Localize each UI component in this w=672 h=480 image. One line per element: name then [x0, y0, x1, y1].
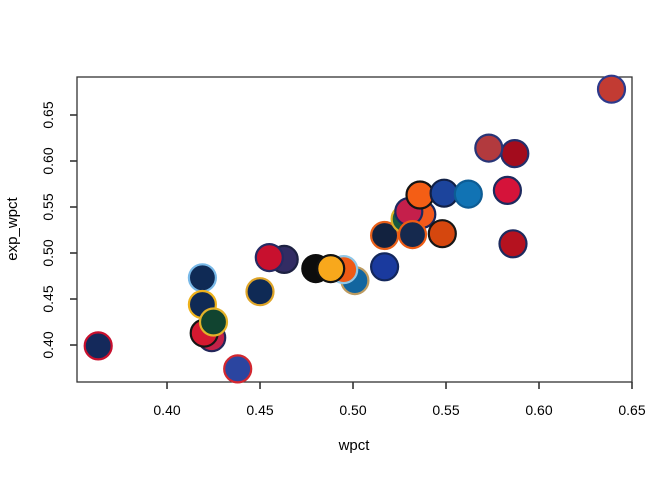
x-axis-tick-label: 0.55: [432, 402, 459, 418]
y-axis-tick-label: 0.55: [40, 193, 56, 220]
data-point: [474, 133, 504, 163]
data-point: [223, 354, 253, 384]
x-axis-tick-label: 0.65: [618, 402, 645, 418]
x-axis-tick-label: 0.40: [153, 402, 180, 418]
data-point: [500, 139, 530, 169]
data-point: [245, 277, 275, 307]
data-point: [83, 331, 113, 361]
data-point: [429, 178, 459, 208]
data-point: [316, 254, 346, 284]
data-point: [397, 220, 428, 250]
x-axis-tick-label: 0.60: [525, 402, 552, 418]
y-axis-tick-label: 0.60: [40, 147, 56, 174]
y-axis-ticks: 0.40 0.45 0.50 0.55 0.60 0.65: [40, 101, 77, 359]
data-point: [254, 243, 284, 273]
data-points-layer: [83, 74, 627, 384]
data-point: [427, 219, 457, 249]
data-point: [498, 229, 528, 259]
y-axis-tick-label: 0.40: [40, 331, 56, 358]
data-point: [370, 252, 400, 282]
data-point: [405, 180, 435, 210]
y-axis-tick-label: 0.65: [40, 101, 56, 128]
x-axis-tick-label: 0.45: [246, 402, 273, 418]
x-axis-ticks: 0.40 0.45 0.50 0.55 0.60 0.65: [153, 382, 646, 418]
y-axis-tick-label: 0.45: [40, 285, 56, 312]
data-point: [453, 179, 483, 209]
y-axis-title: exp_wpct: [4, 196, 21, 260]
data-point: [198, 307, 229, 337]
data-point: [492, 175, 522, 205]
plot-area: [76, 76, 633, 383]
y-axis-tick-label: 0.50: [40, 239, 56, 266]
data-point: [187, 263, 217, 293]
data-point: [596, 74, 627, 104]
x-axis-title: wpct: [338, 437, 371, 454]
x-axis-tick-label: 0.50: [339, 402, 366, 418]
